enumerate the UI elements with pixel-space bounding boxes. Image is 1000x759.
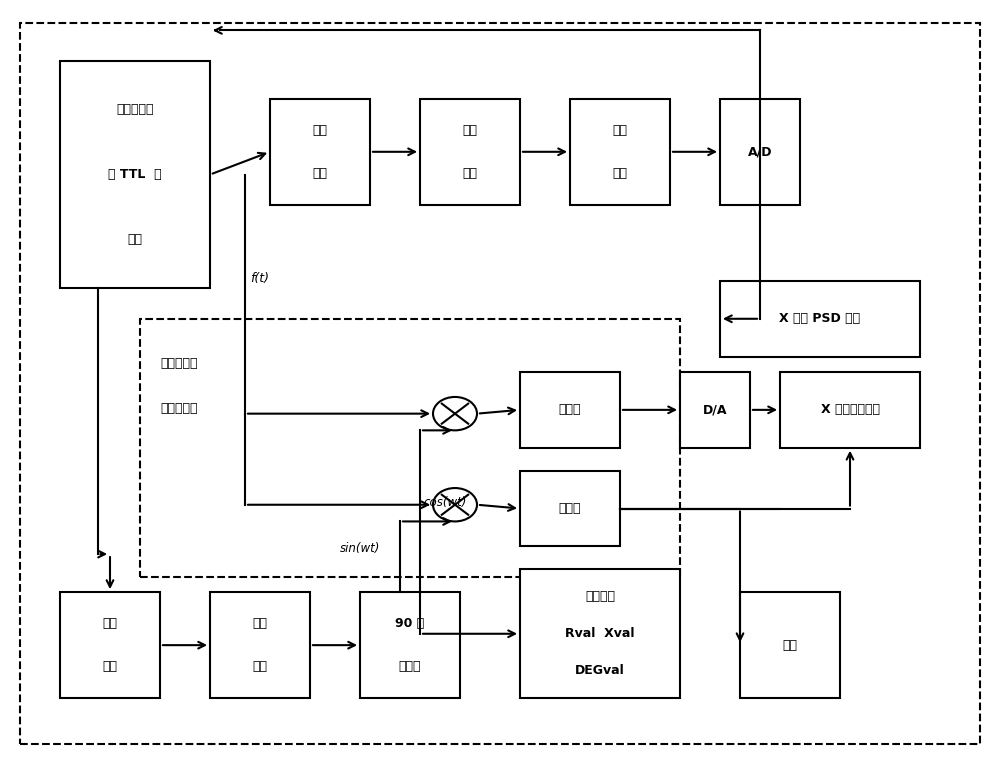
Text: A/D: A/D (748, 145, 772, 159)
Text: Rval  Xval: Rval Xval (565, 627, 635, 641)
Text: （数字板）: （数字板） (160, 402, 198, 415)
Text: 端 TTL  正: 端 TTL 正 (108, 168, 162, 181)
Text: 键盘: 键盘 (782, 638, 798, 652)
Text: 移相器: 移相器 (399, 660, 421, 673)
Text: 90 度: 90 度 (395, 617, 425, 631)
Text: 发生器程控: 发生器程控 (116, 103, 154, 116)
Text: f(t): f(t) (250, 272, 269, 285)
Text: D/A: D/A (703, 403, 727, 417)
FancyBboxPatch shape (520, 471, 620, 546)
FancyBboxPatch shape (780, 372, 920, 448)
Text: 滤波: 滤波 (612, 166, 628, 180)
FancyBboxPatch shape (360, 592, 460, 698)
Text: 参考: 参考 (103, 617, 118, 631)
FancyBboxPatch shape (720, 281, 920, 357)
Text: DEGval: DEGval (575, 664, 625, 677)
Text: 前级: 前级 (462, 124, 478, 137)
Text: 增益: 增益 (312, 166, 328, 180)
Bar (140, 319, 680, 577)
FancyBboxPatch shape (520, 569, 680, 698)
FancyBboxPatch shape (720, 99, 800, 205)
Text: 相移: 相移 (252, 660, 268, 673)
Text: 窄带: 窄带 (612, 124, 628, 137)
FancyBboxPatch shape (60, 592, 160, 698)
Text: 通道: 通道 (103, 660, 118, 673)
Text: cos(wt): cos(wt) (423, 496, 467, 509)
Text: sin(wt): sin(wt) (340, 542, 380, 555)
FancyBboxPatch shape (740, 592, 840, 698)
FancyBboxPatch shape (270, 99, 370, 205)
Text: X 通道 PSD 输出: X 通道 PSD 输出 (779, 312, 861, 326)
Text: X 通道积分输出: X 通道积分输出 (821, 403, 880, 417)
Text: 数控: 数控 (252, 617, 268, 631)
Text: 积分器: 积分器 (559, 502, 581, 515)
FancyBboxPatch shape (60, 61, 210, 288)
Text: 前置: 前置 (312, 124, 328, 137)
Text: 积分器: 积分器 (559, 403, 581, 417)
FancyBboxPatch shape (520, 372, 620, 448)
Text: 中心控制器: 中心控制器 (160, 357, 198, 370)
Text: 弦波: 弦波 (128, 233, 143, 246)
Text: 液晶显示: 液晶显示 (585, 591, 615, 603)
FancyBboxPatch shape (210, 592, 310, 698)
Text: 放大: 放大 (462, 166, 478, 180)
FancyBboxPatch shape (570, 99, 670, 205)
FancyBboxPatch shape (420, 99, 520, 205)
FancyBboxPatch shape (680, 372, 750, 448)
